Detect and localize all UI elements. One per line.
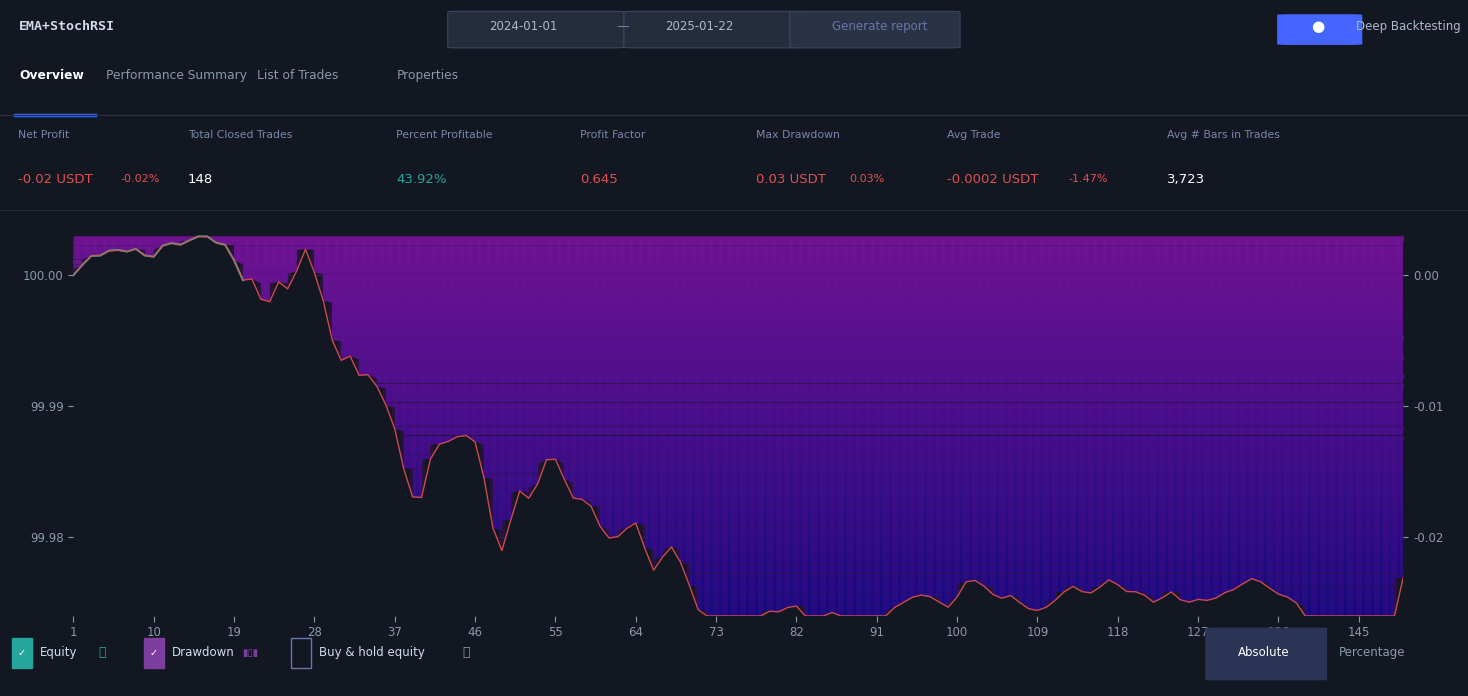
Text: Max Drawdown: Max Drawdown: [756, 130, 840, 140]
Text: 0.645: 0.645: [580, 173, 618, 186]
Text: ●: ●: [1311, 19, 1324, 34]
Text: 148: 148: [188, 173, 213, 186]
Text: Absolute: Absolute: [1238, 647, 1289, 659]
Text: —: —: [617, 20, 630, 33]
Text: ✓: ✓: [18, 648, 26, 658]
Text: Equity: Equity: [40, 647, 78, 659]
Text: -0.02%: -0.02%: [120, 175, 160, 184]
Text: 2024-01-01: 2024-01-01: [489, 20, 558, 33]
FancyBboxPatch shape: [624, 11, 800, 48]
Text: Avg Trade: Avg Trade: [947, 130, 1000, 140]
Text: ✓: ✓: [150, 648, 159, 658]
FancyBboxPatch shape: [1205, 628, 1327, 681]
Text: ▮▯▮: ▮▯▮: [242, 648, 258, 658]
Text: Percent Profitable: Percent Profitable: [396, 130, 493, 140]
Text: -0.02 USDT: -0.02 USDT: [18, 173, 92, 186]
Text: Net Profit: Net Profit: [18, 130, 69, 140]
Text: -1.47%: -1.47%: [1069, 175, 1108, 184]
Text: 3,723: 3,723: [1167, 173, 1205, 186]
Text: Total Closed Trades: Total Closed Trades: [188, 130, 292, 140]
Text: 〜: 〜: [462, 647, 470, 659]
Text: Properties: Properties: [396, 69, 458, 82]
Text: 0.03%: 0.03%: [849, 175, 885, 184]
Text: 2025-01-22: 2025-01-22: [665, 20, 734, 33]
Text: 0.03 USDT: 0.03 USDT: [756, 173, 826, 186]
Text: Buy & hold equity: Buy & hold equity: [319, 647, 424, 659]
FancyBboxPatch shape: [12, 638, 32, 668]
Text: Deep Backtesting: Deep Backtesting: [1356, 20, 1461, 33]
Text: List of Trades: List of Trades: [257, 69, 338, 82]
FancyBboxPatch shape: [1277, 14, 1362, 45]
Text: EMA+StochRSI: EMA+StochRSI: [19, 20, 115, 33]
Text: Profit Factor: Profit Factor: [580, 130, 646, 140]
Text: Avg # Bars in Trades: Avg # Bars in Trades: [1167, 130, 1280, 140]
Text: -0.0002 USDT: -0.0002 USDT: [947, 173, 1038, 186]
Text: Performance Summary: Performance Summary: [106, 69, 247, 82]
Text: Percentage: Percentage: [1339, 647, 1405, 659]
Text: Drawdown: Drawdown: [172, 647, 235, 659]
FancyBboxPatch shape: [448, 11, 624, 48]
Text: 〜: 〜: [98, 647, 106, 659]
Text: Generate report: Generate report: [832, 20, 928, 33]
FancyBboxPatch shape: [790, 11, 960, 48]
Text: Overview: Overview: [19, 69, 84, 82]
Text: 43.92%: 43.92%: [396, 173, 446, 186]
FancyBboxPatch shape: [144, 638, 164, 668]
